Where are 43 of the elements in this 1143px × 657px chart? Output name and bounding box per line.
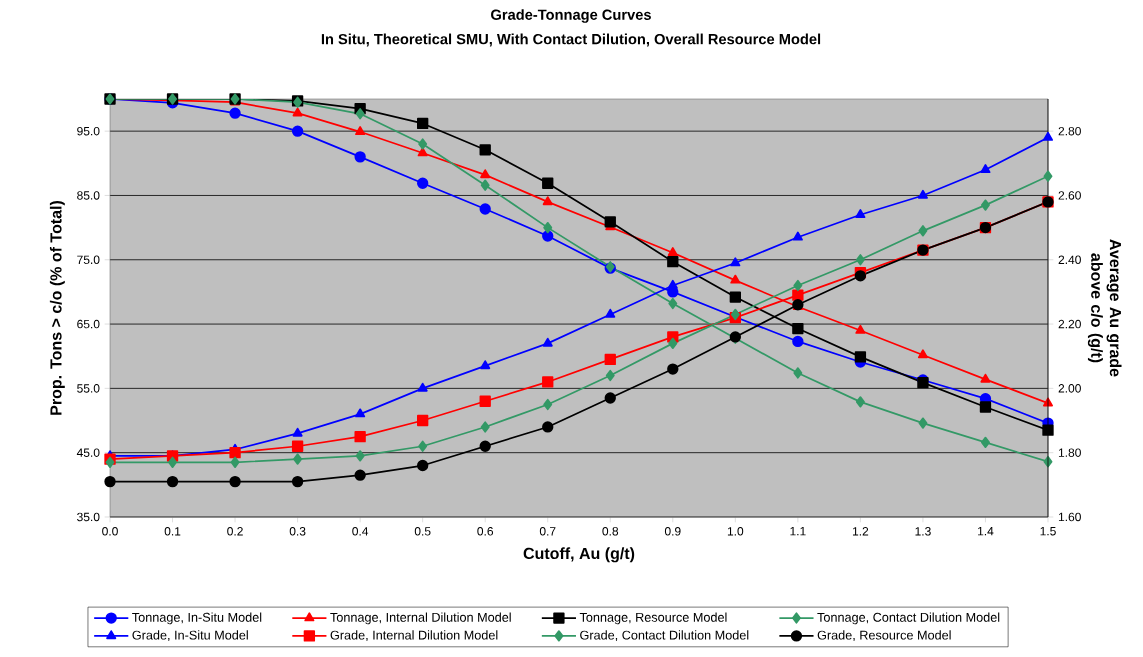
- legend-label: Grade, Internal Dilution Model: [330, 630, 498, 642]
- y2-tick-label: 2.80: [1058, 126, 1081, 136]
- y-tick-label: 65.0: [77, 319, 100, 329]
- y-tick-label: 75.0: [77, 255, 100, 265]
- legend-label: Grade, Contact Dilution Model: [580, 630, 749, 642]
- y2-tick-label: 2.40: [1058, 255, 1081, 265]
- legend-label: Tonnage, In-Situ Model: [132, 612, 262, 625]
- y-tick-label: 95.0: [77, 126, 100, 136]
- y-tick-label: 85.0: [77, 191, 100, 200]
- x-tick-label: 0.5: [414, 527, 431, 536]
- x-tick-label: 0.9: [664, 527, 681, 536]
- x-tick-label: 0.7: [539, 527, 556, 536]
- y-axis-title: Prop. Tons > c/o (% of Total): [49, 200, 65, 415]
- x-tick-label: 0.6: [477, 527, 494, 536]
- x-tick-label: 0.0: [102, 527, 118, 536]
- y2-tick-label: 2.20: [1058, 319, 1081, 329]
- y2-tick-label: 1.60: [1058, 512, 1081, 522]
- y-tick-label: 45.0: [76, 448, 100, 457]
- legend-label: Grade, Resource Model: [817, 630, 951, 642]
- y2-tick-label: 2.60: [1058, 191, 1081, 200]
- x-tick-label: 0.4: [352, 527, 369, 536]
- x-tick-label: 1.2: [852, 527, 869, 536]
- legend-label: Tonnage, Internal Dilution Model: [330, 612, 511, 625]
- y2-axis-title: Average Au grade above c/o (g/t): [1087, 239, 1122, 377]
- x-tick-label: 1.1: [790, 527, 806, 536]
- x-tick-label: 1.3: [915, 527, 931, 536]
- x-tick-label: 0.8: [602, 527, 619, 536]
- x-tick-label: 0.1: [164, 527, 181, 536]
- chart-title: Grade-Tonnage Curves: [491, 9, 651, 23]
- x-tick-label: 1.5: [1040, 527, 1056, 536]
- x-tick-label: 1.0: [727, 527, 744, 536]
- y-tick-label: 35.0: [77, 512, 100, 522]
- legend-label: Tonnage, Resource Model: [579, 612, 727, 625]
- x-tick-label: 1.4: [978, 527, 994, 536]
- legend-label: Tonnage, Contact Dilution Model: [817, 612, 1000, 625]
- x-tick-label: 0.2: [227, 527, 243, 536]
- legend-label: Grade, In-Situ Model: [132, 630, 248, 642]
- x-tick-label: 0.3: [289, 527, 306, 536]
- y2-tick-label: 1.80: [1058, 448, 1081, 457]
- x-axis-title: Cutoff, Au (g/t): [523, 547, 635, 563]
- chart-subtitle: In Situ, Theoretical SMU, With Contact Dilution, Overall Resource Model: [321, 33, 821, 47]
- y-tick-label: 55.0: [77, 384, 100, 393]
- y2-tick-label: 2.00: [1058, 384, 1081, 393]
